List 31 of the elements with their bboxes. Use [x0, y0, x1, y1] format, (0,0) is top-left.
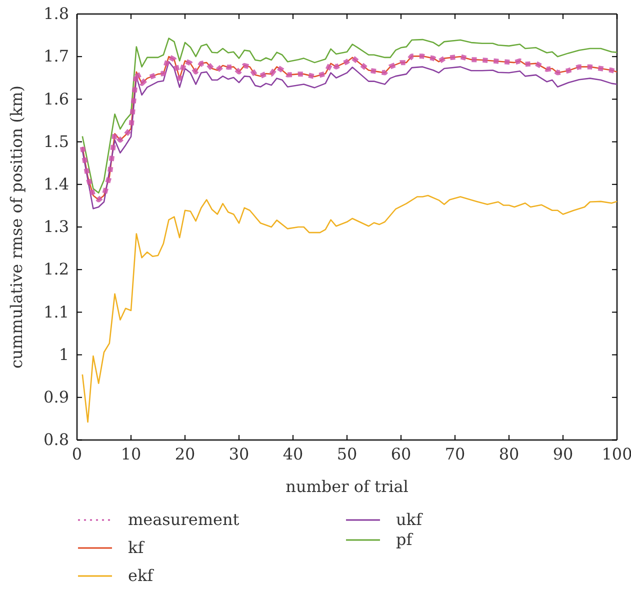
- y-axis-title: cummulative rmse of position (km): [7, 85, 26, 369]
- x-tick-label: 30: [228, 444, 250, 464]
- x-tick-label: 50: [336, 444, 358, 464]
- y-tick-label: 1.6: [44, 89, 69, 108]
- x-tick-label: 0: [72, 444, 82, 464]
- y-tick-label: 1.5: [44, 132, 69, 151]
- y-tick-label: 1.4: [44, 174, 69, 194]
- legend-label: kf: [128, 538, 145, 557]
- y-tick-label: 1.8: [44, 4, 69, 24]
- y-tick-label: 1.3: [44, 217, 69, 236]
- y-tick-label: 0.8: [44, 430, 69, 450]
- legend-label: pf: [396, 530, 414, 549]
- x-tick-label: 100: [602, 444, 631, 464]
- y-tick-label: 1.1: [44, 302, 69, 322]
- line-series: [82, 38, 618, 194]
- x-tick-label: 80: [498, 444, 520, 464]
- x-tick-label: 40: [282, 444, 304, 464]
- y-tick-label: 1.2: [44, 260, 69, 279]
- x-axis-title: number of trial: [286, 477, 408, 496]
- legend-label: measurement: [128, 510, 240, 529]
- x-tick-label: 10: [120, 444, 142, 464]
- y-tick-label: 0.9: [44, 388, 69, 407]
- x-tick-label: 70: [444, 444, 466, 464]
- x-tick-label: 90: [552, 444, 574, 464]
- x-tick-label: 20: [174, 444, 196, 464]
- y-tick-label: 1: [58, 344, 69, 364]
- x-tick-label: 60: [390, 444, 412, 464]
- legend-label: ekf: [128, 566, 154, 585]
- line-series: [82, 194, 618, 423]
- legend-label: ukf: [396, 510, 423, 529]
- y-tick-label: 1.7: [44, 46, 69, 66]
